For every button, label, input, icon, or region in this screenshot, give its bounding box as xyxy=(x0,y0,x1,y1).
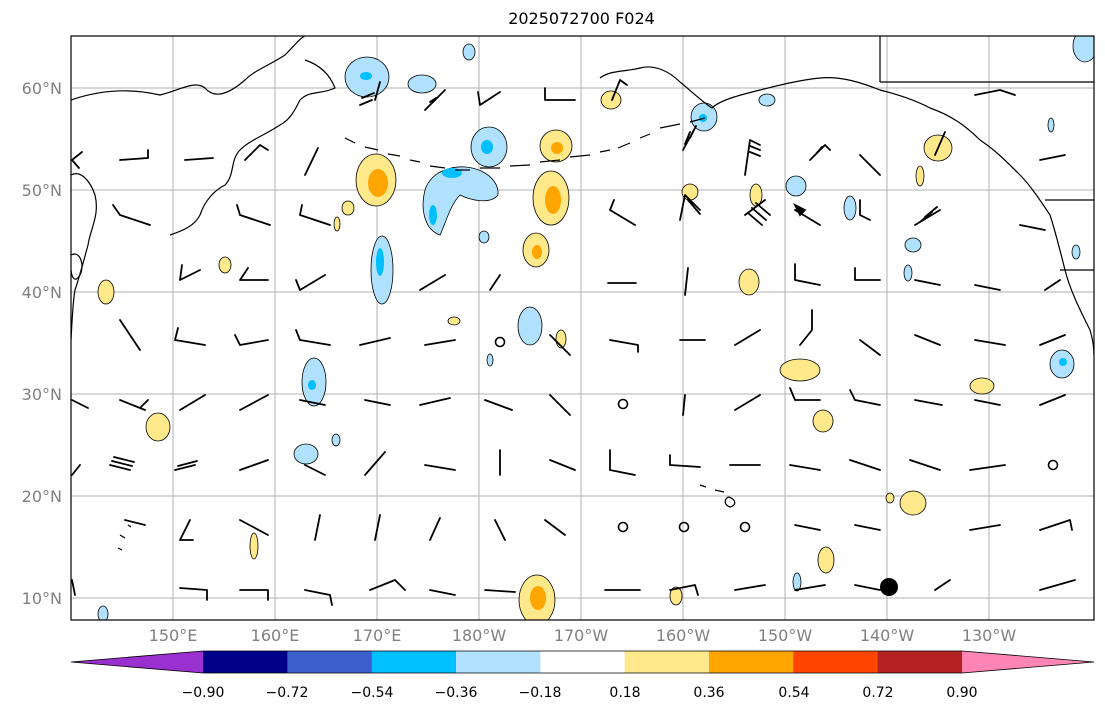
lat-label: 30°N xyxy=(22,385,62,404)
colorbar-tick-label: 0.90 xyxy=(946,685,977,701)
lon-label: 170°E xyxy=(353,626,402,645)
colorbar-tick-label: 0.72 xyxy=(862,685,893,701)
lon-label: 170°W xyxy=(554,626,609,645)
lat-label: 20°N xyxy=(22,487,62,506)
lat-label: 10°N xyxy=(22,589,62,608)
colorbar-swatch xyxy=(624,651,710,673)
filled-station-marker xyxy=(880,578,898,596)
colorbar-tick-label: 0.18 xyxy=(609,685,640,701)
lon-label: 160°W xyxy=(656,626,711,645)
lat-label: 50°N xyxy=(22,181,62,200)
colorbar-swatch xyxy=(287,651,373,673)
latitude-labels: 60°N 50°N 40°N 30°N 20°N 10°N xyxy=(22,79,62,608)
lat-label: 40°N xyxy=(22,283,62,302)
map-frame xyxy=(70,35,1095,621)
lon-label: 160°E xyxy=(251,626,300,645)
colorbar-swatch xyxy=(709,651,794,673)
colorbar-outline xyxy=(70,650,1095,674)
wind-barbs xyxy=(71,79,1076,606)
plot-area xyxy=(71,36,1094,620)
colorbar-tick-label: −0.18 xyxy=(519,685,562,701)
lon-label: 140°W xyxy=(860,626,915,645)
lon-label: 150°W xyxy=(758,626,813,645)
lon-label: 180°W xyxy=(452,626,507,645)
colorbar-tick-label: 0.54 xyxy=(778,685,809,701)
colorbar-swatch xyxy=(203,651,288,673)
colorbar-swatch xyxy=(371,651,457,673)
map-title: 2025072700 F024 xyxy=(508,9,655,28)
colorbar-swatch xyxy=(456,651,541,673)
colorbar-tick-label: −0.90 xyxy=(182,685,225,701)
colorbar-extend-high xyxy=(962,651,1094,673)
colorbar-tick-label: −0.54 xyxy=(351,685,394,701)
lon-label: 130°W xyxy=(962,626,1017,645)
lat-label: 60°N xyxy=(22,79,62,98)
longitude-labels: 150°E 160°E 170°E 180°W 170°W 160°W 150°… xyxy=(149,626,1017,645)
colorbar-tick-label: −0.72 xyxy=(266,685,309,701)
colorbar-swatch xyxy=(793,651,879,673)
lon-label: 150°E xyxy=(149,626,198,645)
colorbar-extend-low xyxy=(71,651,203,673)
field-contours xyxy=(97,36,1094,620)
colorbar-tick-label: −0.36 xyxy=(435,685,478,701)
colorbar-swatch xyxy=(540,651,626,673)
calm-wind-markers xyxy=(494,336,1059,533)
colorbar xyxy=(70,650,1095,674)
coastlines xyxy=(71,36,1094,551)
colorbar-tick-label: 0.36 xyxy=(693,685,724,701)
colorbar-tick-labels: −0.90 −0.72 −0.54 −0.36 −0.18 0.18 0.36 … xyxy=(182,685,978,701)
colorbar-swatch xyxy=(877,651,963,673)
